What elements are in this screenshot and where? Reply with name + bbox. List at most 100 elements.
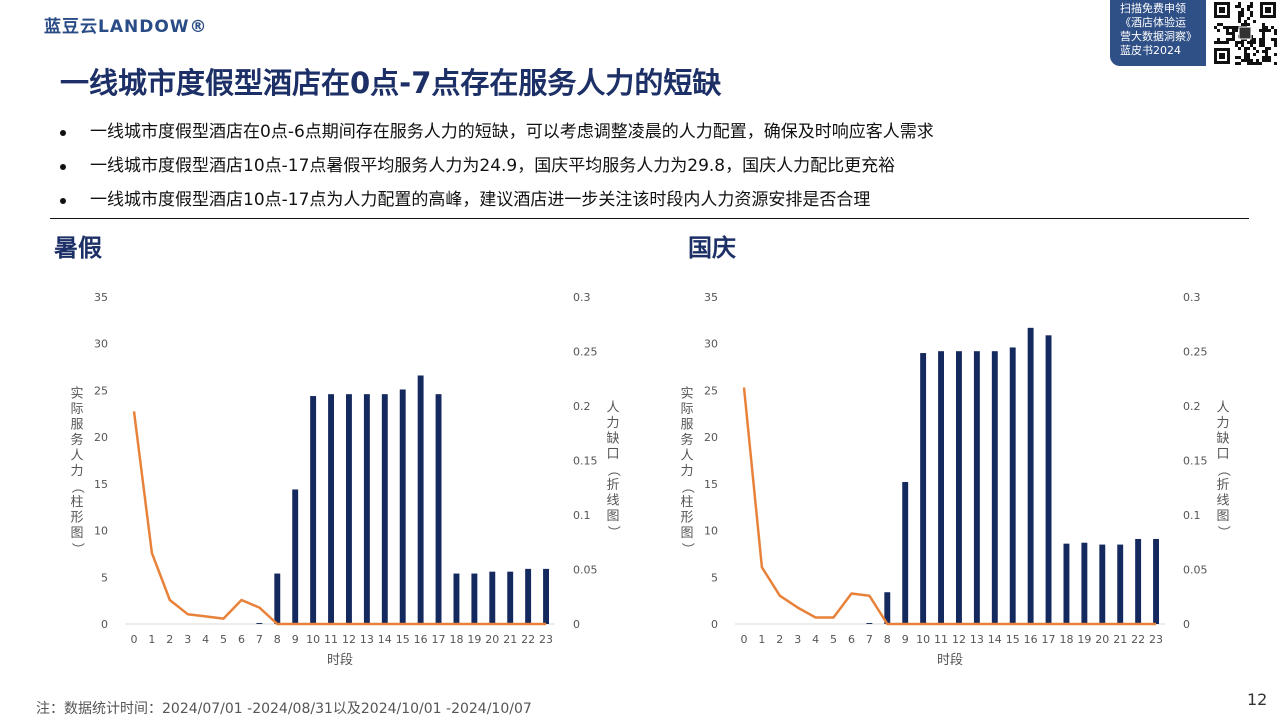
promo-banner[interactable]: 扫描免费申领 《酒店体验运 营大数据洞察》 蓝皮书2024 (1110, 0, 1206, 66)
left-axis-title: 务 (70, 432, 83, 448)
divider (50, 218, 1249, 219)
left-axis-title: 图 (680, 526, 693, 541)
left-axis-tick-label: 10 (94, 525, 108, 538)
bar (1009, 347, 1016, 624)
bar (310, 396, 317, 624)
x-axis-tick-label: 23 (539, 633, 553, 646)
x-axis-tick-label: 4 (202, 633, 209, 646)
left-axis-tick-label: 15 (94, 478, 108, 491)
right-axis-title: 人 (1216, 401, 1229, 416)
x-axis-tick-label: 9 (292, 633, 299, 646)
right-axis-title: ） (606, 525, 621, 538)
bullet-item: 一线城市度假型酒店在0点-6点期间存在服务人力的短缺，可以考虑调整凌晨的人力配置… (60, 121, 934, 155)
left-axis-title: 服 (70, 418, 83, 433)
x-axis-tick-label: 5 (830, 633, 837, 646)
bar (956, 351, 962, 624)
right-axis-tick-label: 0.25 (573, 346, 598, 359)
x-axis-tick-label: 18 (449, 633, 463, 646)
x-axis-tick-label: 11 (934, 633, 948, 646)
bar (256, 623, 263, 624)
x-axis-tick-label: 17 (432, 633, 446, 646)
bullet-item: 一线城市度假型酒店10点-17点为人力配置的高峰，建议酒店进一步关注该时段内人力… (60, 189, 934, 223)
bar (1153, 538, 1159, 624)
bar (902, 481, 909, 624)
bullet-item: 一线城市度假型酒店10点-17点暑假平均服务人力为24.9，国庆平均服务人力为2… (60, 155, 934, 189)
x-axis-tick-label: 11 (324, 633, 338, 646)
x-axis-tick-label: 4 (812, 633, 819, 646)
left-axis-title: （ (70, 480, 85, 493)
left-axis-title: 际 (680, 402, 693, 417)
bar (399, 389, 406, 624)
qr-code-icon[interactable] (1212, 0, 1278, 66)
bullet-dot-icon (60, 198, 66, 204)
bar (381, 394, 388, 624)
right-axis-tick-label: 0.2 (573, 400, 591, 413)
section-title-summer: 暑假 (54, 234, 102, 262)
left-axis-tick-label: 20 (94, 431, 108, 444)
right-axis-tick-label: 0.3 (573, 291, 591, 304)
x-axis-tick-label: 14 (988, 633, 1002, 646)
x-axis-tick-label: 0 (130, 633, 137, 646)
x-axis-tick-label: 17 (1042, 633, 1056, 646)
promo-line: 扫描免费申领 (1120, 2, 1186, 15)
left-axis-title: 实 (70, 387, 83, 402)
left-axis-tick-label: 35 (704, 291, 718, 304)
x-axis-tick-label: 21 (1113, 633, 1127, 646)
bar (346, 394, 352, 624)
series-line (742, 387, 1156, 626)
bar (1045, 335, 1052, 624)
footnote: 注：数据统计时间：2024/07/01 -2024/08/31以及2024/10… (36, 701, 532, 717)
right-axis-tick-label: 0.05 (573, 564, 598, 577)
x-axis-tick-label: 15 (1006, 633, 1020, 646)
bar (1081, 542, 1088, 624)
x-axis-tick-label: 7 (866, 633, 873, 646)
x-axis-tick-label: 5 (220, 633, 227, 646)
x-axis-tick-label: 8 (274, 633, 281, 646)
bullet-dot-icon (60, 164, 66, 170)
bar (938, 351, 944, 624)
bar (1027, 327, 1034, 624)
right-axis-title: 折 (1216, 478, 1229, 493)
right-axis-title: 线 (1216, 494, 1229, 509)
x-axis-tick-label: 13 (360, 633, 374, 646)
bar (507, 571, 514, 624)
left-axis-title: ） (70, 542, 85, 555)
x-axis-tick-label: 16 (1024, 633, 1038, 646)
right-axis-title: 图 (606, 509, 619, 524)
bar (866, 623, 873, 624)
left-axis-title: （ (680, 480, 695, 493)
right-axis-title: 图 (1216, 509, 1229, 524)
right-axis-title: 力 (1216, 416, 1229, 431)
x-axis-tick-label: 12 (342, 633, 356, 646)
x-axis-tick-label: 6 (848, 633, 855, 646)
x-axis-tick-label: 22 (521, 633, 535, 646)
left-axis-tick-label: 5 (711, 571, 718, 584)
left-axis-title: 力 (680, 464, 693, 479)
x-axis-tick-label: 9 (902, 633, 909, 646)
left-axis-tick-label: 0 (101, 618, 108, 631)
bullet-text: 一线城市度假型酒店10点-17点为人力配置的高峰，建议酒店进一步关注该时段内人力… (90, 190, 871, 210)
x-axis-tick-label: 14 (378, 633, 392, 646)
right-axis-tick-label: 0.1 (573, 509, 591, 522)
bar (328, 394, 334, 624)
right-axis-title: 人 (606, 401, 619, 416)
x-axis-tick-label: 22 (1131, 633, 1145, 646)
left-axis-title: ） (680, 542, 695, 555)
bullet-dot-icon (60, 130, 66, 136)
bar (920, 353, 927, 624)
right-axis-title: 力 (606, 416, 619, 431)
left-axis-tick-label: 10 (704, 525, 718, 538)
right-axis-tick-label: 0.15 (573, 455, 598, 468)
right-axis-title: ） (1216, 525, 1231, 538)
left-axis-title: 人 (680, 449, 693, 464)
x-axis-tick-label: 20 (485, 633, 499, 646)
x-axis-tick-label: 13 (970, 633, 984, 646)
x-axis-tick-label: 19 (467, 633, 481, 646)
left-axis-title: 柱 (680, 495, 693, 510)
bullet-text: 一线城市度假型酒店在0点-6点期间存在服务人力的短缺，可以考虑调整凌晨的人力配置… (90, 122, 934, 142)
brand-logo: 蓝豆云LANDOW® (44, 17, 208, 37)
left-axis-title: 力 (70, 464, 83, 479)
bar (489, 571, 496, 624)
